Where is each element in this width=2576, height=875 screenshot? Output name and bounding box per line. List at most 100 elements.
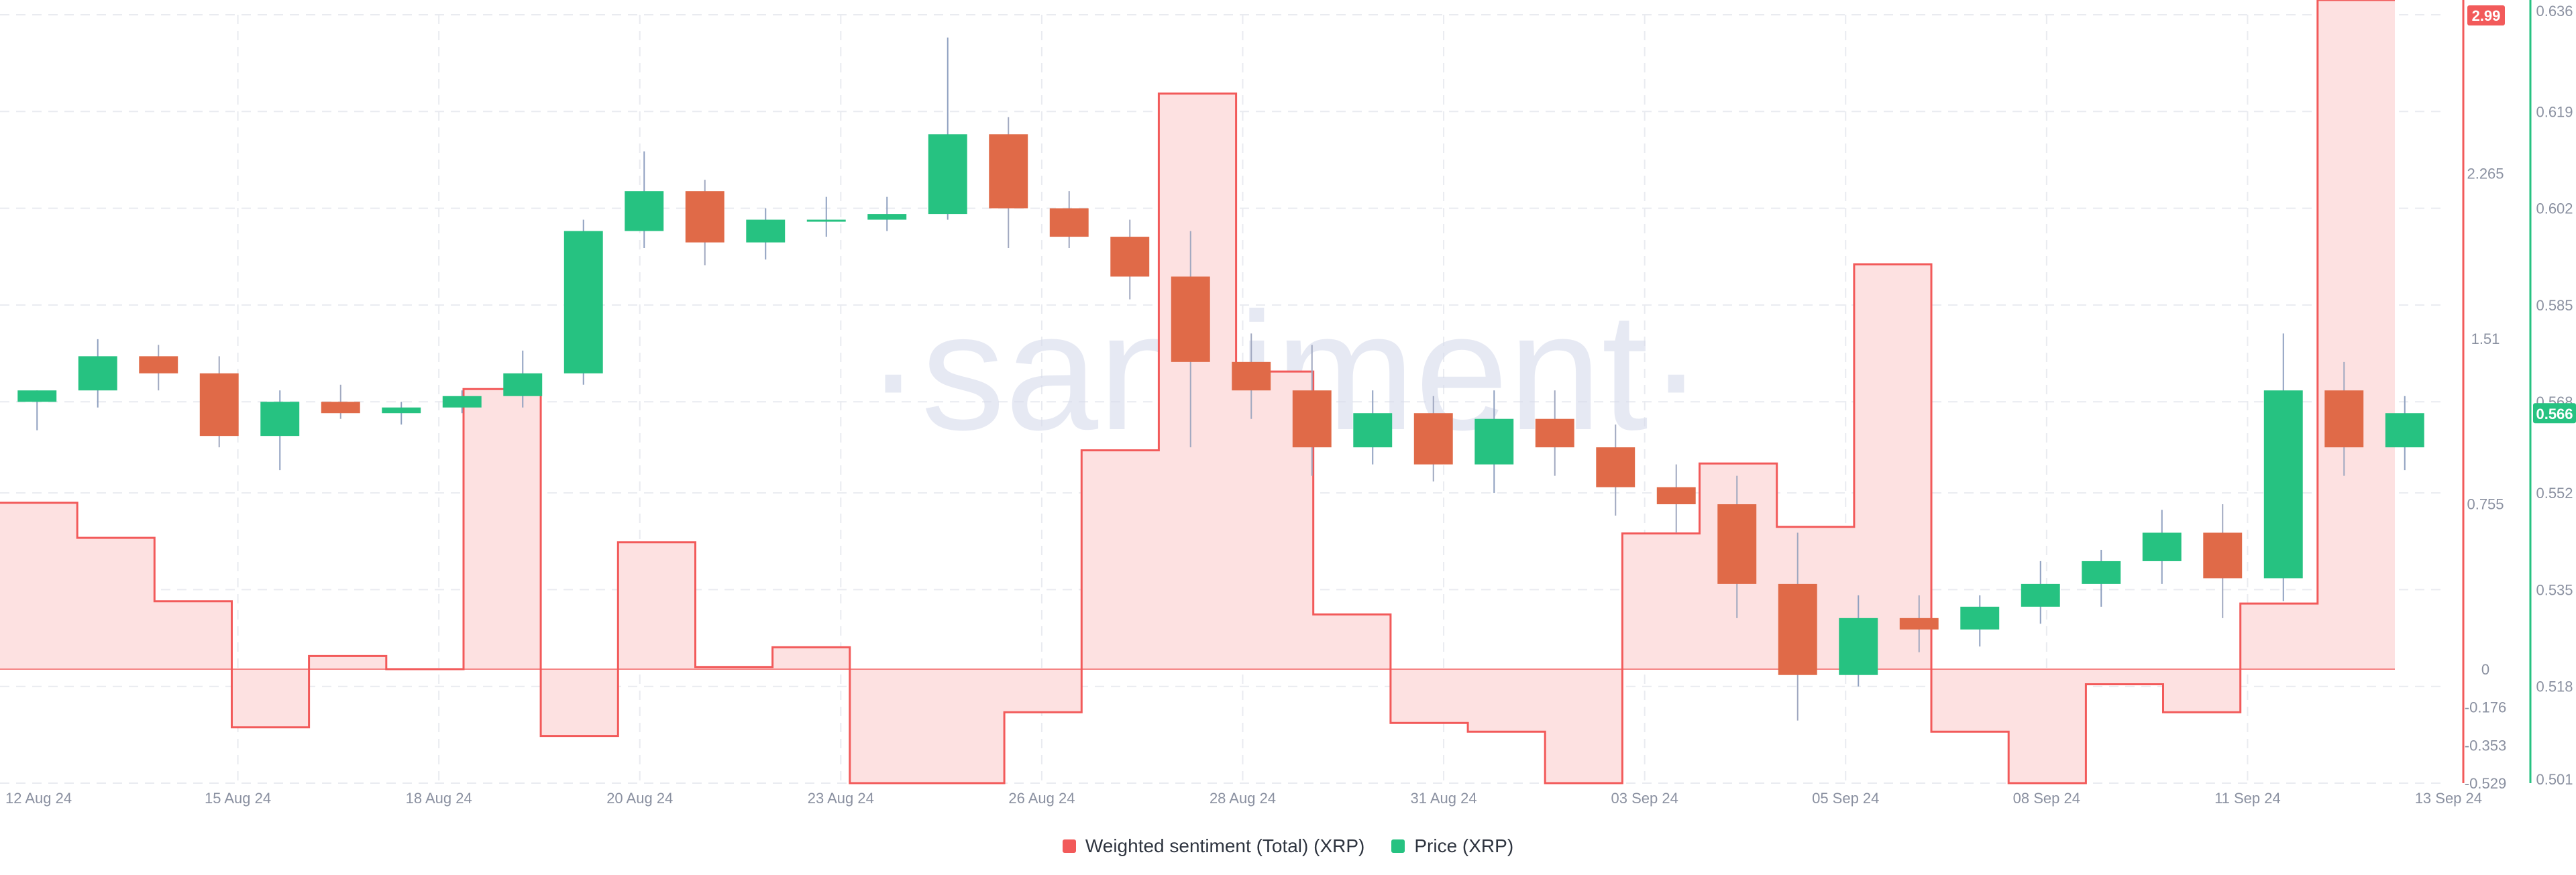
price-candle <box>503 350 543 408</box>
price-candle <box>1353 390 1393 465</box>
price-series <box>17 37 2424 721</box>
sentiment-tick-label: 2.265 <box>2467 166 2504 182</box>
price-candle <box>78 339 117 408</box>
sentiment-series <box>0 0 2395 784</box>
candle-body <box>1717 504 1757 584</box>
candle-body <box>442 396 482 408</box>
price-candle <box>928 37 967 220</box>
candle-body <box>1778 583 1817 675</box>
sentiment-tick-label: 0 <box>2481 661 2489 678</box>
candle-body <box>625 191 664 231</box>
sentiment-tick-label: -0.529 <box>2465 775 2506 792</box>
price-candle <box>1535 390 1574 476</box>
price-value-badge <box>2533 403 2576 424</box>
price-candle <box>867 196 907 231</box>
x-tick-label: 26 Aug 24 <box>1008 790 1075 807</box>
price-candle <box>806 196 846 237</box>
price-candle <box>1778 532 1817 721</box>
price-candle <box>1413 396 1453 482</box>
candle-body <box>1292 390 1332 448</box>
price-candle <box>1839 595 1878 687</box>
x-tick-label: 31 Aug 24 <box>1411 790 1477 807</box>
price-tick-label: 0.636 <box>2536 3 2573 19</box>
legend-label-price: Price (XRP) <box>1414 835 1514 856</box>
price-candle <box>382 402 421 425</box>
candle-body <box>1596 447 1635 487</box>
price-candle <box>685 180 724 266</box>
price-tick-label: 0.501 <box>2536 771 2573 788</box>
price-tick-label: 0.552 <box>2536 485 2573 502</box>
candle-body <box>1110 237 1150 277</box>
candle-body <box>1656 487 1696 505</box>
candle-body <box>1960 606 2000 630</box>
price-candle <box>1474 390 1514 493</box>
candle-body <box>139 356 178 373</box>
legend-swatch-price <box>1391 839 1405 853</box>
x-tick-label: 23 Aug 24 <box>808 790 874 807</box>
price-candle <box>1960 595 2000 647</box>
candle-body <box>1353 413 1393 448</box>
candle-body <box>1839 618 1878 675</box>
price-candle <box>564 219 603 385</box>
price-tick-label: 0.602 <box>2536 200 2573 217</box>
price-candle <box>1171 231 1210 448</box>
price-candle <box>1232 333 1271 419</box>
sentiment-tick-label: 0.755 <box>2467 496 2504 513</box>
legend-swatch-sentiment <box>1062 839 1076 853</box>
x-tick-label: 03 Sep 24 <box>1611 790 1678 807</box>
x-tick-label: 28 Aug 24 <box>1210 790 1276 807</box>
sentiment-value-label: 2.99 <box>2472 7 2501 24</box>
sentiment-value-badge <box>2467 5 2505 25</box>
candle-body <box>382 407 421 414</box>
price-candle <box>442 390 482 414</box>
candle-body <box>2385 413 2424 448</box>
price-value-label: 0.566 <box>2536 406 2573 422</box>
sentiment-tick-label: -0.176 <box>2465 699 2506 716</box>
candle-body <box>2203 532 2243 579</box>
price-candle <box>1717 475 1757 618</box>
candle-body <box>1171 276 1210 362</box>
legend-item-sentiment[interactable]: Weighted sentiment (Total) (XRP) <box>1062 835 1365 857</box>
sentiment-tick-label: 1.51 <box>2471 331 2500 347</box>
candle-body <box>1232 361 1271 391</box>
price-candle <box>1596 424 1635 516</box>
candle-body <box>806 219 846 222</box>
candle-body <box>2142 532 2182 561</box>
legend-label-sentiment: Weighted sentiment (Total) (XRP) <box>1085 835 1365 856</box>
candle-body <box>2263 390 2303 579</box>
x-tick-label: 11 Sep 24 <box>2214 790 2281 807</box>
price-candle <box>321 384 360 419</box>
candle-body <box>746 219 786 243</box>
legend-item-price[interactable]: Price (XRP) <box>1391 835 1513 857</box>
price-candle <box>1899 595 1939 652</box>
candle-body <box>1413 413 1453 465</box>
candle-body <box>503 373 543 396</box>
candle-body <box>321 402 360 414</box>
legend: Weighted sentiment (Total) (XRP) Price (… <box>0 830 2576 862</box>
x-tick-label: 12 Aug 24 <box>5 790 72 807</box>
x-tick-label: 18 Aug 24 <box>406 790 472 807</box>
x-tick-label: 15 Aug 24 <box>205 790 271 807</box>
candle-body <box>867 214 907 220</box>
x-tick-label: 05 Sep 24 <box>1812 790 1879 807</box>
price-candle <box>2263 333 2303 601</box>
sentiment-line <box>0 0 2395 784</box>
candle-body <box>2021 583 2060 607</box>
x-tick-label: 08 Sep 24 <box>2013 790 2080 807</box>
price-candle <box>2385 396 2424 471</box>
candle-body <box>564 231 603 373</box>
candle-body <box>928 134 967 215</box>
price-candle <box>625 151 664 249</box>
candle-body <box>260 402 300 436</box>
price-tick-label: 0.535 <box>2536 581 2573 598</box>
price-tick-label: 0.518 <box>2536 679 2573 695</box>
candle-body <box>2324 390 2364 448</box>
price-candle <box>199 356 239 448</box>
price-candle <box>2203 504 2243 618</box>
candle-body <box>199 373 239 436</box>
x-tick-label: 13 Sep 24 <box>2415 790 2482 807</box>
axes: 2.265 1.51 0.755 0 -0.176 -0.353 -0.529 2.99 0.6… <box>5 0 2576 807</box>
candle-body <box>2082 561 2121 584</box>
